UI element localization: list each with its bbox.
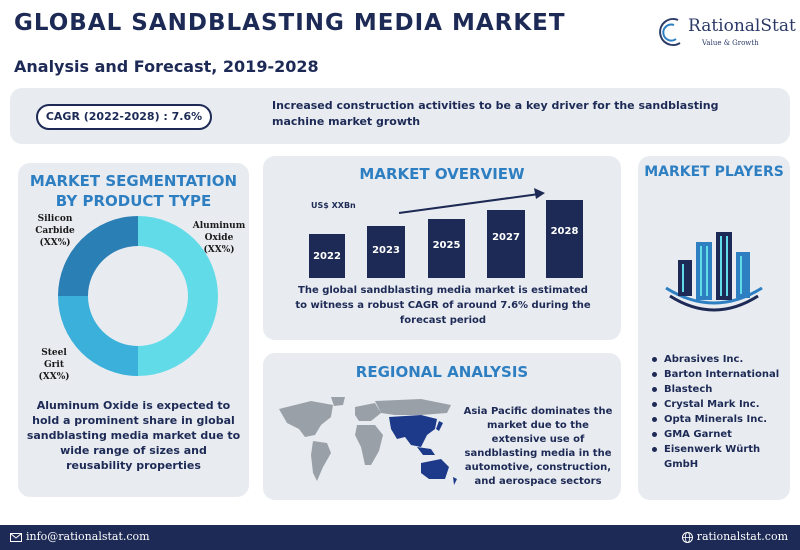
- highlight-text: Increased construction activities to be …: [272, 99, 719, 128]
- segmentation-heading: MARKET SEGMENTATION BY PRODUCT TYPE: [29, 172, 238, 210]
- map-greenland: [331, 397, 345, 406]
- players-heading: MARKET PLAYERS: [644, 164, 784, 180]
- donut-segment-silicon-carbide: [58, 216, 138, 296]
- regional-description: Asia Pacific dominates the market due to…: [463, 406, 613, 487]
- page-subtitle: Analysis and Forecast, 2019-2028: [14, 57, 319, 76]
- logo-tagline: Value & Growth: [702, 39, 759, 47]
- players-list: Abrasives Inc. Barton International Blas…: [650, 352, 790, 472]
- overview-heading: MARKET OVERVIEW: [359, 165, 525, 183]
- map-southeast-asia: [417, 447, 435, 455]
- segmentation-panel: MARKET SEGMENTATION BY PRODUCT TYPE Sili…: [18, 163, 249, 497]
- donut-segment-steel-grit: [58, 296, 138, 376]
- regional-panel: REGIONAL ANALYSIS Asia Pacific dominates…: [263, 353, 621, 500]
- logo-name: RationalStat: [688, 16, 796, 36]
- mail-icon: [10, 532, 22, 542]
- donut-segment-aluminum-oxide: [138, 216, 218, 376]
- bar-2023: 2023: [367, 226, 405, 278]
- player-item: Crystal Mark Inc.: [650, 397, 790, 412]
- map-japan: [436, 421, 443, 431]
- player-item: Abrasives Inc.: [650, 352, 790, 367]
- cagr-badge: CAGR (2022-2028) : 7.6%: [36, 104, 212, 130]
- highlight-panel: CAGR (2022-2028) : 7.6% Increased constr…: [10, 88, 790, 144]
- label-aluminum-oxide: Aluminum Oxide (XX%): [192, 221, 246, 255]
- growth-arrow-icon: [398, 188, 545, 214]
- map-russia: [375, 399, 451, 415]
- map-africa: [355, 425, 383, 465]
- logo: RationalStat Value & Growth: [658, 14, 796, 54]
- map-europe: [355, 403, 381, 421]
- footer-bar: info@rationalstat.com rationalstat.com: [0, 525, 800, 550]
- footer-website-text: rationalstat.com: [696, 530, 788, 543]
- map-australia: [421, 459, 449, 479]
- label-silicon-carbide: Silicon Carbide (XX%): [35, 214, 75, 248]
- bar-2022: 2022: [309, 234, 345, 278]
- segmentation-description: Aluminum Oxide is expected to hold a pro…: [26, 399, 241, 472]
- map-new-zealand: [453, 477, 457, 485]
- map-asia-pacific: [389, 415, 437, 447]
- map-north-america: [279, 401, 333, 437]
- player-item: Opta Minerals Inc.: [650, 412, 790, 427]
- player-item: Barton International: [650, 367, 790, 382]
- globe-icon: [681, 531, 693, 543]
- regional-heading: REGIONAL ANALYSIS: [355, 363, 529, 381]
- bar-2028: 2028: [546, 200, 583, 278]
- bar-2025: 2025: [428, 219, 465, 278]
- footer-email[interactable]: info@rationalstat.com: [10, 530, 150, 543]
- buildings-icon: [665, 232, 763, 312]
- label-steel-grit: Steel Grit (XX%): [38, 348, 70, 382]
- footer-website[interactable]: rationalstat.com: [681, 530, 788, 543]
- player-item: Eisenwerk Würth GmbH: [650, 442, 790, 472]
- map-south-america: [311, 441, 331, 481]
- players-panel: MARKET PLAYERS Abrasives Inc. Barton Int…: [638, 156, 790, 500]
- page-title: GLOBAL SANDBLASTING MEDIA MARKET: [14, 10, 566, 36]
- bar-2027: 2027: [487, 210, 525, 278]
- overview-description: The global sandblasting media market is …: [295, 285, 591, 326]
- segmentation-donut: [58, 216, 218, 376]
- player-item: GMA Garnet: [650, 427, 790, 442]
- overview-panel: MARKET OVERVIEW US$ XXBn 2022 2023 2025 …: [263, 156, 621, 340]
- rationalstat-logo-icon: [659, 18, 681, 46]
- player-item: Blastech: [650, 382, 790, 397]
- world-map-icon: [279, 397, 457, 485]
- unit-label: US$ XXBn: [311, 201, 356, 210]
- footer-email-text: info@rationalstat.com: [26, 530, 150, 543]
